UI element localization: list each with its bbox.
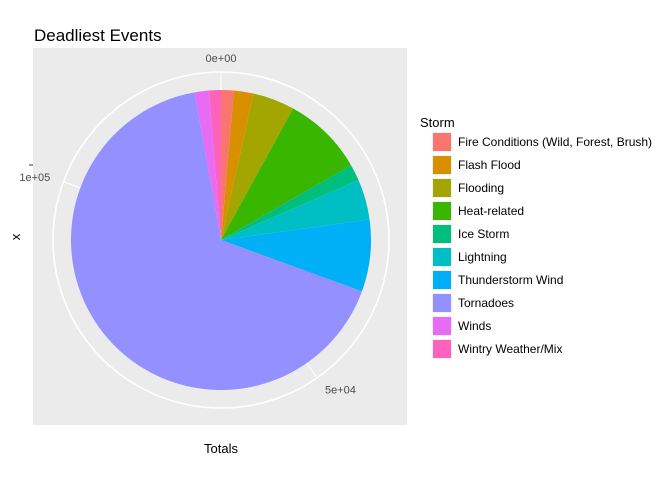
legend-swatch [433, 294, 451, 312]
pie-slice [208, 89, 221, 240]
legend-label: Lightning [458, 250, 507, 264]
legend-title: Storm [420, 115, 455, 130]
pie-slice [221, 93, 294, 240]
pie-slice [221, 165, 359, 240]
legend-swatch [433, 340, 451, 358]
legend-swatch [433, 179, 451, 197]
y-axis-title: x [8, 233, 23, 240]
legend-label: Winds [458, 319, 491, 333]
legend-swatch [433, 317, 451, 335]
pie-slices [70, 89, 371, 390]
pie-slice [221, 90, 254, 240]
legend-swatch [433, 271, 451, 289]
theta-tick-label: 1e+05 [19, 172, 50, 184]
legend-label: Thunderstorm Wind [458, 273, 563, 287]
pie-slice [221, 108, 352, 240]
pie-slice [194, 90, 221, 241]
pie-slice [221, 219, 371, 292]
legend-swatch [433, 248, 451, 266]
legend-label: Tornadoes [458, 296, 514, 310]
legend-label: Flooding [458, 181, 504, 195]
legend-label: Heat-related [458, 204, 524, 218]
pie-slice [221, 90, 234, 240]
legend-swatch [433, 156, 451, 174]
theta-tick-label: 0e+00 [206, 53, 237, 65]
legend-label: Wintry Weather/Mix [458, 342, 562, 356]
x-axis-title: Totals [204, 441, 238, 456]
chart-title: Deadliest Events [34, 26, 162, 45]
pie-slice [221, 180, 370, 240]
legend-swatch [433, 225, 451, 243]
theta-tick-label: 5e+04 [325, 384, 356, 396]
pie-slice [70, 92, 362, 390]
legend: Fire Conditions (Wild, Forest, Brush) Fla… [432, 132, 652, 359]
legend-swatch [433, 202, 451, 220]
legend-label: Fire Conditions (Wild, Forest, Brush) [458, 135, 652, 149]
legend-swatch [433, 133, 451, 151]
legend-label: Ice Storm [458, 227, 509, 241]
theta-tick-labels: 0e+00 5e+04 1e+05 [19, 53, 356, 396]
legend-label: Flash Flood [458, 158, 521, 172]
